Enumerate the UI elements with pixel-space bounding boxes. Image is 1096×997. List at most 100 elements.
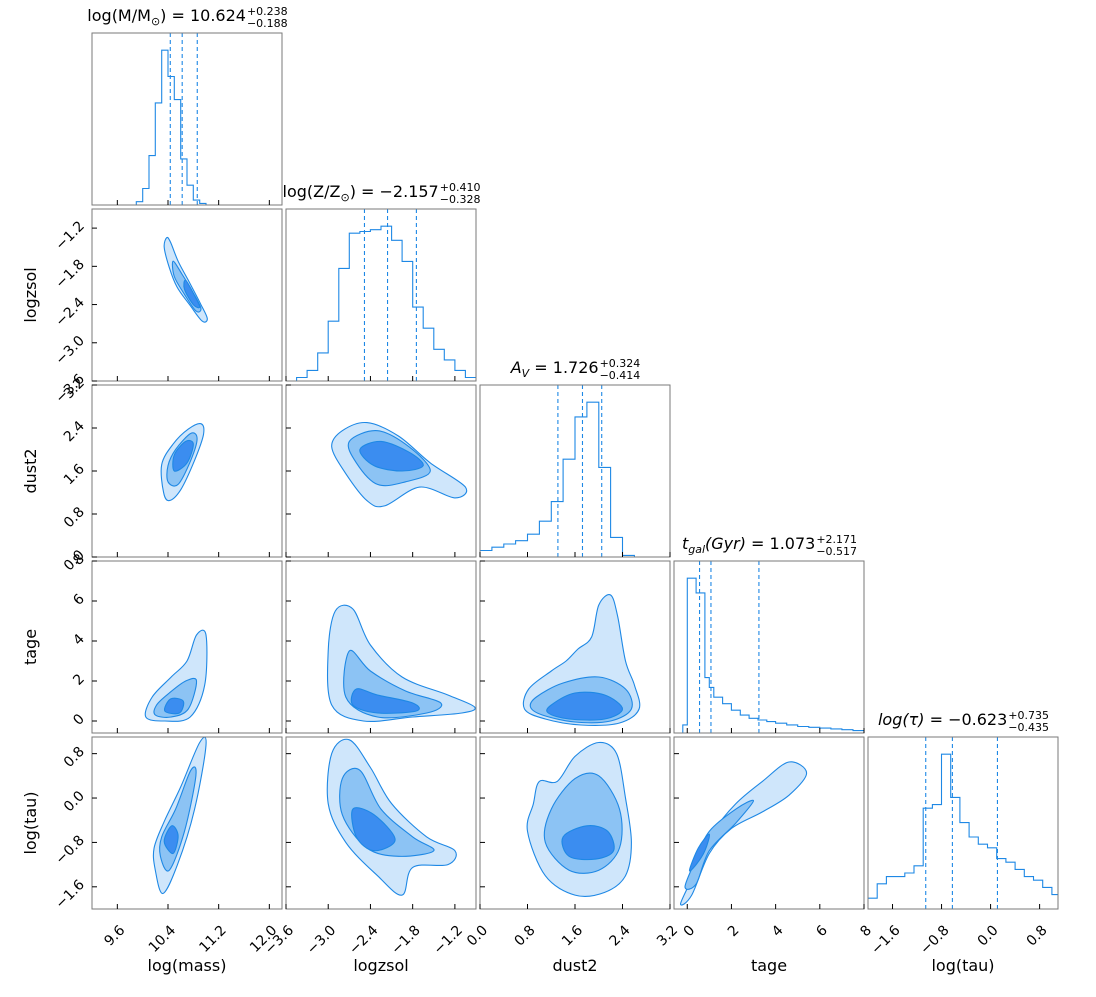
- title-plus-dust2: +0.324: [600, 357, 641, 370]
- contour-level-2: [684, 799, 755, 890]
- x-tick-label-logmass: 9.6: [101, 922, 128, 949]
- x-tick-label-logtau: 0.0: [975, 922, 1002, 949]
- contour-level-3: [561, 825, 615, 861]
- contour-level-3: [163, 825, 179, 855]
- hist-steps-tage: [674, 577, 864, 734]
- contour-level-3: [359, 440, 424, 472]
- contour-panel-logzsol-tage: [285, 560, 477, 734]
- x-tick-label-dust2: 0.8: [512, 922, 539, 949]
- x-tick-label-tage: 6: [813, 922, 831, 940]
- hist-steps-logtau: [868, 753, 1058, 899]
- x-tick-label-logzsol: −1.2: [431, 922, 466, 957]
- y-tick-label-tage: 0: [70, 711, 88, 729]
- contour-panel-logmass-tage: [91, 560, 283, 734]
- frame-hist-logmass: [91, 32, 283, 206]
- title-plus-logzsol: +0.410: [440, 181, 481, 194]
- x-axis-label-logzsol: logzsol: [353, 956, 408, 975]
- x-tick-label-tage: 0: [681, 922, 699, 940]
- y-axis-label-dust2: dust2: [21, 448, 40, 493]
- frame-hist-logtau: [867, 736, 1059, 910]
- frame-logmass-logzsol: [91, 208, 283, 382]
- contour-level-3: [546, 691, 624, 721]
- x-tick-label-logtau: −0.8: [917, 922, 952, 957]
- y-axis-label-tage: tage: [21, 629, 40, 665]
- title-plus-tage: +2.171: [816, 533, 857, 546]
- x-tick-label-dust2: 3.2: [654, 922, 681, 949]
- frame-logmass-logtau: [91, 736, 283, 910]
- hist-panel-logzsol: log(Z/Z⊙) = −2.157 +0.410−0.328: [283, 181, 481, 382]
- contour-panel-dust2-tage: [479, 560, 671, 734]
- title-minus-logmass: −0.188: [247, 17, 288, 30]
- title-logzsol: log(Z/Z⊙) = −2.157: [283, 182, 439, 204]
- contour-level-3: [688, 833, 711, 872]
- title-logmass: log(M/M⊙) = 10.624: [87, 6, 246, 28]
- hist-steps-logzsol: [286, 225, 476, 382]
- title-minus-dust2: −0.414: [600, 369, 641, 382]
- x-tick-label-tage: 4: [769, 922, 787, 940]
- x-tick-label-logzsol: −2.4: [346, 922, 381, 957]
- x-tick-label-dust2: 0.0: [464, 922, 491, 949]
- title-minus-logzsol: −0.328: [440, 193, 481, 206]
- contour-panel-dust2-logtau: [479, 736, 671, 910]
- x-tick-label-logzsol: −1.8: [388, 922, 423, 957]
- contour-level-3: [351, 807, 396, 852]
- frame-logzsol-tage: [285, 560, 477, 734]
- x-tick-label-dust2: 1.6: [559, 922, 586, 949]
- y-tick-label-tage: 4: [70, 631, 88, 649]
- x-tick-label-logzsol: −3.0: [304, 922, 339, 957]
- y-tick-label-dust2: 2.4: [61, 418, 88, 445]
- title-logtau: log(τ) = −0.623: [878, 710, 1007, 729]
- y-tick-label-dust2: 0.8: [61, 504, 88, 531]
- x-axis-label-dust2: dust2: [552, 956, 597, 975]
- y-tick-label-logtau: −0.8: [53, 833, 88, 868]
- contour-panel-logmass-dust2: [91, 384, 283, 558]
- y-tick-label-tage: 6: [70, 591, 88, 609]
- contour-panel-logmass-logtau: [91, 736, 283, 910]
- title-tage: tgal(Gyr) = 1.073: [682, 534, 815, 556]
- x-axis-label-logtau: log(tau): [931, 956, 994, 975]
- y-tick-label-tage: 2: [70, 671, 88, 689]
- frame-logzsol-logtau: [285, 736, 477, 910]
- y-tick-label-logtau: 0.8: [61, 744, 88, 771]
- x-tick-label-tage: 8: [857, 922, 875, 940]
- frame-hist-dust2: [479, 384, 671, 558]
- x-tick-label-dust2: 2.4: [607, 922, 634, 949]
- hist-steps-logmass: [92, 49, 282, 206]
- contour-level-3: [163, 697, 185, 715]
- y-tick-label-logzsol: −1.8: [53, 256, 88, 291]
- frame-hist-tage: [673, 560, 865, 734]
- x-tick-label-logmass: 11.2: [196, 922, 229, 955]
- y-tick-label-logzsol: −1.2: [53, 218, 88, 253]
- title-plus-logmass: +0.238: [247, 5, 288, 18]
- x-axis-label-logmass: log(mass): [148, 956, 227, 975]
- hist-panel-logtau: log(τ) = −0.623 +0.735−0.435: [867, 709, 1059, 910]
- y-tick-label-logzsol: −3.0: [53, 333, 88, 368]
- title-dust2: AV = 1.726: [510, 358, 599, 380]
- y-tick-label-dust2: 1.6: [61, 461, 88, 488]
- y-axis-label-logzsol: logzsol: [21, 267, 40, 322]
- contour-panel-logzsol-logtau: [285, 736, 477, 910]
- y-tick-label-logtau: −1.6: [53, 877, 88, 912]
- x-axis-label-tage: tage: [751, 956, 787, 975]
- contour-panel-logmass-logzsol: [91, 208, 283, 382]
- contour-panel-logzsol-dust2: [285, 384, 477, 558]
- title-minus-logtau: −0.435: [1008, 721, 1049, 734]
- frame-logmass-tage: [91, 560, 283, 734]
- hist-panel-logmass: log(M/M⊙) = 10.624 +0.238−0.188: [87, 5, 288, 206]
- title-plus-logtau: +0.735: [1008, 709, 1049, 722]
- x-tick-label-logtau: −1.6: [868, 922, 903, 957]
- y-tick-label-logzsol: −2.4: [53, 295, 88, 330]
- contour-panel-tage-logtau: [673, 736, 865, 910]
- x-tick-label-tage: 2: [725, 922, 743, 940]
- y-tick-label-logtau: 0.0: [61, 788, 88, 815]
- contour-level-3: [183, 279, 201, 309]
- contour-level-1: [680, 761, 808, 906]
- frame-hist-logzsol: [285, 208, 477, 382]
- hist-panel-tage: tgal(Gyr) = 1.073 +2.171−0.517: [673, 533, 865, 734]
- x-tick-label-logtau: 0.8: [1024, 922, 1051, 949]
- frame-tage-logtau: [673, 736, 865, 910]
- y-axis-label-logtau: log(tau): [21, 791, 40, 854]
- hist-steps-dust2: [480, 401, 670, 558]
- title-minus-tage: −0.517: [816, 545, 857, 558]
